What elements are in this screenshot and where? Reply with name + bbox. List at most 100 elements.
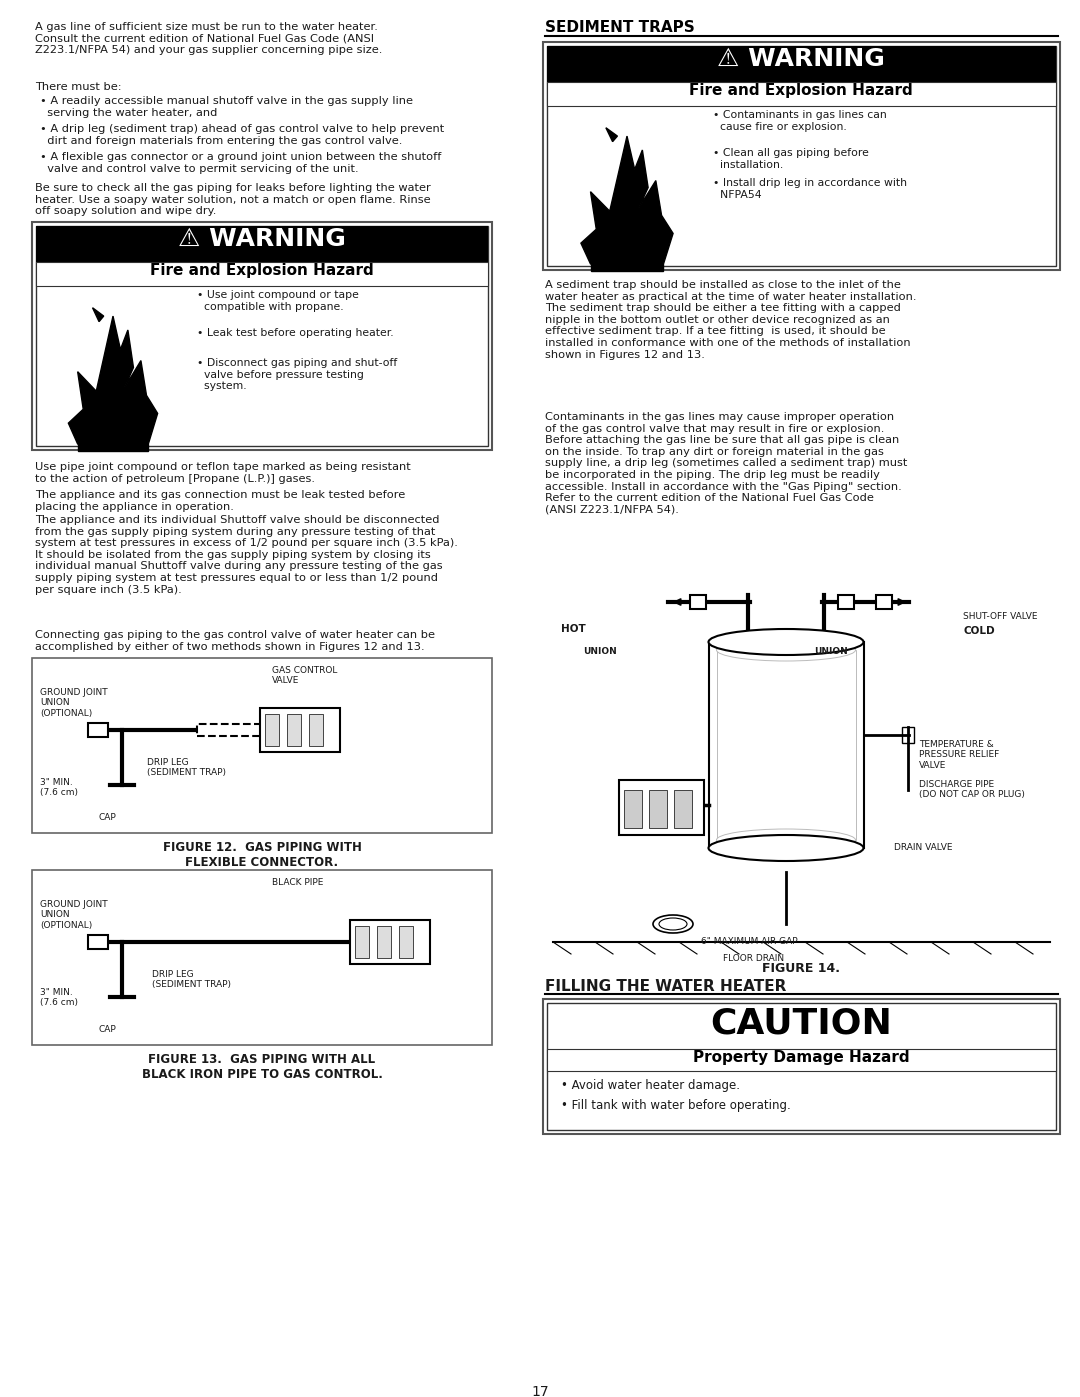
Ellipse shape — [716, 638, 855, 661]
Text: The appliance and its gas connection must be leak tested before
placing the appl: The appliance and its gas connection mus… — [35, 490, 405, 511]
Bar — [543, 999, 1059, 1134]
Bar — [838, 595, 854, 609]
Text: FILLING THE WATER HEATER: FILLING THE WATER HEATER — [545, 979, 786, 995]
Ellipse shape — [659, 918, 687, 930]
Polygon shape — [68, 316, 158, 444]
Polygon shape — [581, 136, 673, 264]
Text: A sediment trap should be installed as close to the inlet of the
water heater as: A sediment trap should be installed as c… — [545, 279, 917, 359]
Bar — [350, 921, 430, 964]
Bar — [717, 650, 856, 840]
Bar — [32, 870, 492, 1045]
Bar — [591, 264, 663, 271]
Bar — [309, 714, 323, 746]
Text: UNION: UNION — [583, 647, 617, 657]
Text: Property Damage Hazard: Property Damage Hazard — [692, 1051, 909, 1065]
Bar — [546, 1003, 1056, 1130]
Bar — [265, 714, 279, 746]
Text: DISCHARGE PIPE
(DO NOT CAP OR PLUG): DISCHARGE PIPE (DO NOT CAP OR PLUG) — [919, 780, 1025, 799]
Ellipse shape — [653, 915, 693, 933]
Bar — [543, 42, 1059, 270]
Text: • Use joint compound or tape
  compatible with propane.: • Use joint compound or tape compatible … — [197, 291, 359, 312]
Bar — [36, 226, 488, 446]
Text: UNION: UNION — [814, 647, 848, 657]
Bar — [197, 724, 262, 736]
Text: Fire and Explosion Hazard: Fire and Explosion Hazard — [150, 263, 374, 278]
Bar — [546, 82, 1056, 106]
Text: • Disconnect gas piping and shut-off
  valve before pressure testing
  system.: • Disconnect gas piping and shut-off val… — [197, 358, 397, 391]
Text: CAP: CAP — [98, 1025, 116, 1034]
Bar — [771, 835, 801, 847]
Bar — [32, 222, 492, 450]
Text: • Install drip leg in accordance with
  NFPA54: • Install drip leg in accordance with NF… — [713, 177, 907, 200]
Text: TEMPERATURE &
PRESSURE RELIEF
VALVE: TEMPERATURE & PRESSURE RELIEF VALVE — [919, 740, 999, 770]
Bar — [690, 595, 706, 609]
Text: FLOOR DRAIN: FLOOR DRAIN — [723, 954, 784, 963]
Bar — [287, 714, 301, 746]
Text: ⚠ WARNING: ⚠ WARNING — [717, 47, 885, 71]
Text: CAUTION: CAUTION — [710, 1007, 892, 1041]
Text: • Clean all gas piping before
  installation.: • Clean all gas piping before installati… — [713, 148, 869, 169]
Bar — [876, 595, 892, 609]
Text: FIGURE 14.: FIGURE 14. — [762, 963, 840, 975]
Text: • Leak test before operating heater.: • Leak test before operating heater. — [197, 328, 393, 338]
Text: The appliance and its individual Shuttoff valve should be disconnected
from the : The appliance and its individual Shuttof… — [35, 515, 458, 595]
Text: 3" MIN.
(7.6 cm): 3" MIN. (7.6 cm) — [40, 778, 78, 798]
Text: Fire and Explosion Hazard: Fire and Explosion Hazard — [689, 82, 913, 98]
Text: DRIP LEG
(SEDIMENT TRAP): DRIP LEG (SEDIMENT TRAP) — [147, 759, 226, 777]
Text: SHUT-OFF VALVE: SHUT-OFF VALVE — [963, 612, 1038, 622]
Bar — [32, 658, 492, 833]
Text: CAP: CAP — [98, 813, 116, 821]
Bar — [87, 935, 108, 949]
Text: FIGURE 12.  GAS PIPING WITH
FLEXIBLE CONNECTOR.: FIGURE 12. GAS PIPING WITH FLEXIBLE CONN… — [163, 841, 362, 869]
Bar — [87, 724, 108, 738]
Text: • Contaminants in gas lines can
  cause fire or explosion.: • Contaminants in gas lines can cause fi… — [713, 110, 887, 131]
Text: • A drip leg (sediment trap) ahead of gas control valve to help prevent
  dirt a: • A drip leg (sediment trap) ahead of ga… — [40, 124, 444, 145]
Bar — [674, 789, 692, 828]
Text: • Avoid water heater damage.: • Avoid water heater damage. — [561, 1078, 740, 1092]
Bar — [902, 726, 914, 743]
Text: DRIP LEG
(SEDIMENT TRAP): DRIP LEG (SEDIMENT TRAP) — [152, 970, 231, 989]
Text: FIGURE 13.  GAS PIPING WITH ALL
BLACK IRON PIPE TO GAS CONTROL.: FIGURE 13. GAS PIPING WITH ALL BLACK IRO… — [141, 1053, 382, 1081]
Ellipse shape — [708, 629, 864, 655]
Bar — [260, 708, 340, 752]
Bar — [78, 444, 148, 451]
Bar — [377, 926, 391, 958]
Ellipse shape — [716, 828, 855, 851]
Bar — [399, 926, 413, 958]
Bar — [36, 226, 488, 263]
Text: 3" MIN.
(7.6 cm): 3" MIN. (7.6 cm) — [40, 988, 78, 1007]
Bar — [624, 789, 642, 828]
Text: GAS
CONTROL
VALVE: GAS CONTROL VALVE — [372, 925, 416, 954]
Polygon shape — [93, 307, 104, 321]
Text: GROUND JOINT
UNION
(OPTIONAL): GROUND JOINT UNION (OPTIONAL) — [40, 900, 108, 930]
Text: 17: 17 — [531, 1384, 549, 1397]
Text: Contaminants in the gas lines may cause improper operation
of the gas control va: Contaminants in the gas lines may cause … — [545, 412, 907, 515]
Text: • Fill tank with water before operating.: • Fill tank with water before operating. — [561, 1099, 791, 1112]
Bar — [546, 1049, 1056, 1071]
Text: There must be:: There must be: — [35, 82, 122, 92]
Bar — [708, 643, 864, 848]
Bar — [355, 926, 369, 958]
Text: SEDIMENT TRAPS: SEDIMENT TRAPS — [545, 20, 694, 35]
Text: Use pipe joint compound or teflon tape marked as being resistant
to the action o: Use pipe joint compound or teflon tape m… — [35, 462, 410, 483]
Bar — [36, 263, 488, 286]
Text: BLACK PIPE: BLACK PIPE — [272, 877, 323, 887]
Text: GROUND JOINT
UNION
(OPTIONAL): GROUND JOINT UNION (OPTIONAL) — [40, 687, 108, 718]
Bar — [649, 789, 667, 828]
Text: • A readily accessible manual shutoff valve in the gas supply line
  serving the: • A readily accessible manual shutoff va… — [40, 96, 413, 117]
Polygon shape — [606, 127, 618, 141]
Text: • A flexible gas connector or a ground joint union between the shutoff
  valve a: • A flexible gas connector or a ground j… — [40, 152, 442, 173]
Bar — [546, 46, 1056, 82]
Text: DRAIN VALVE: DRAIN VALVE — [894, 842, 953, 852]
Text: A gas line of sufficient size must be run to the water heater.
Consult the curre: A gas line of sufficient size must be ru… — [35, 22, 382, 56]
Bar — [619, 780, 704, 835]
Bar — [546, 46, 1056, 265]
Text: Be sure to check all the gas piping for leaks before lighting the water
heater. : Be sure to check all the gas piping for … — [35, 183, 431, 217]
Text: HOT: HOT — [561, 624, 585, 634]
Text: Connecting gas piping to the gas control valve of water heater can be
accomplish: Connecting gas piping to the gas control… — [35, 630, 435, 651]
Text: ⚠ WARNING: ⚠ WARNING — [178, 226, 346, 251]
Text: GAS CONTROL
VALVE: GAS CONTROL VALVE — [272, 666, 337, 686]
Ellipse shape — [708, 835, 864, 861]
Text: COLD: COLD — [963, 626, 995, 636]
Text: 6" MAXIMUM AIR GAP: 6" MAXIMUM AIR GAP — [701, 937, 798, 946]
